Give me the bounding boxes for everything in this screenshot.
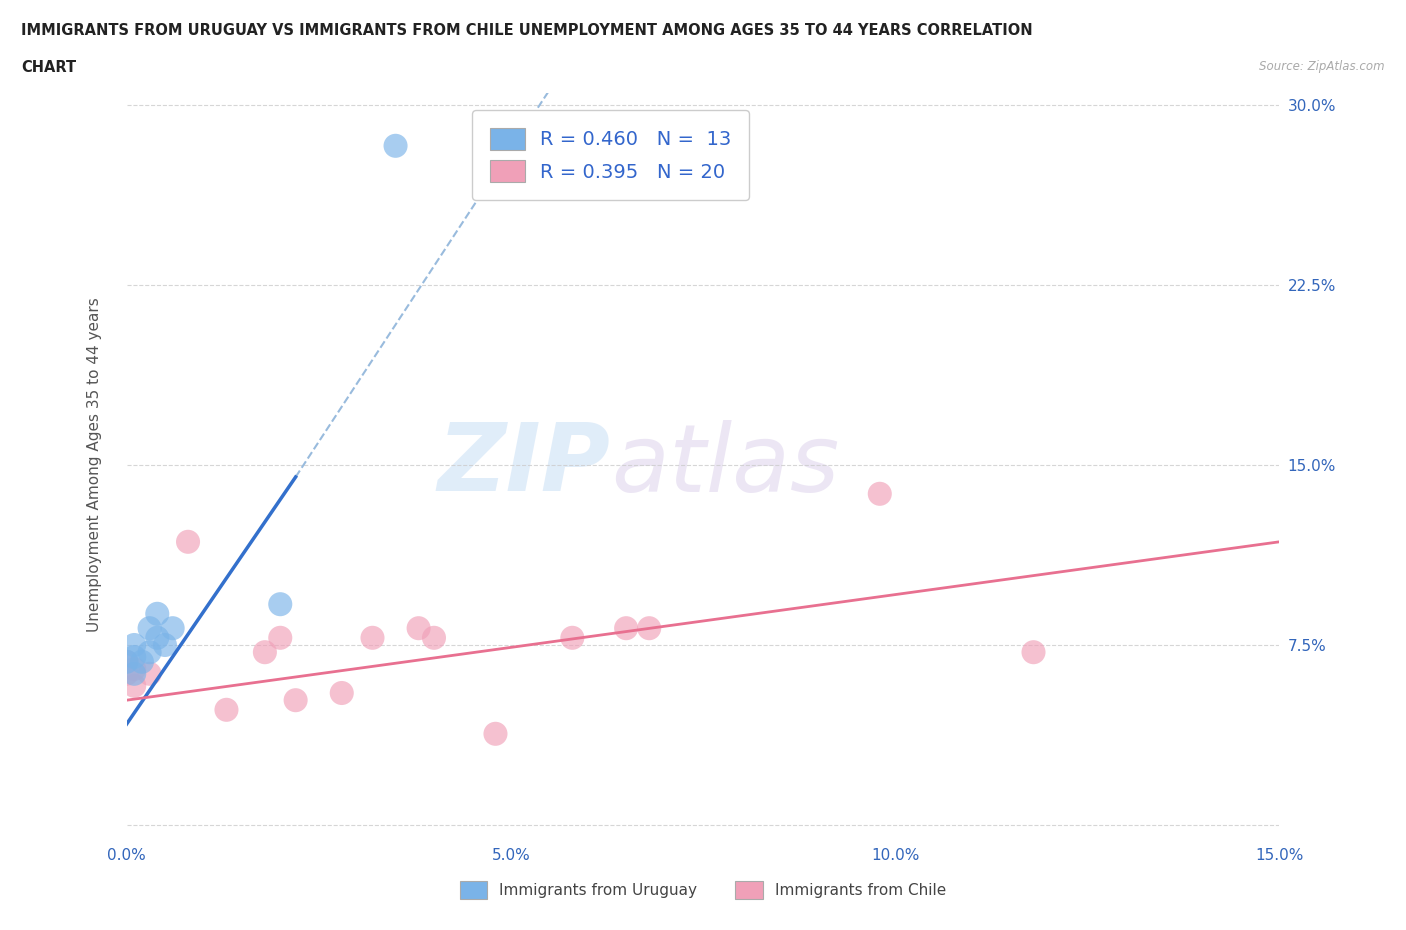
Point bbox=[122, 638, 145, 653]
Point bbox=[131, 655, 153, 670]
Point bbox=[115, 655, 138, 670]
Point bbox=[177, 535, 200, 550]
Point bbox=[614, 620, 637, 635]
Point bbox=[253, 644, 276, 659]
Text: atlas: atlas bbox=[610, 419, 839, 511]
Point bbox=[162, 620, 184, 635]
Point bbox=[153, 638, 176, 653]
Text: ZIP: ZIP bbox=[437, 419, 610, 511]
Point bbox=[269, 597, 291, 612]
Point bbox=[115, 667, 138, 682]
Point bbox=[561, 631, 583, 645]
Point bbox=[269, 631, 291, 645]
Text: CHART: CHART bbox=[21, 60, 76, 75]
Point bbox=[408, 620, 430, 635]
Point bbox=[122, 649, 145, 664]
Point bbox=[122, 678, 145, 693]
Point bbox=[869, 486, 891, 501]
Point bbox=[138, 667, 160, 682]
Point bbox=[330, 685, 353, 700]
Point bbox=[284, 693, 307, 708]
Point bbox=[638, 620, 661, 635]
Point bbox=[122, 661, 145, 676]
Text: IMMIGRANTS FROM URUGUAY VS IMMIGRANTS FROM CHILE UNEMPLOYMENT AMONG AGES 35 TO 4: IMMIGRANTS FROM URUGUAY VS IMMIGRANTS FR… bbox=[21, 23, 1033, 38]
Point bbox=[115, 655, 138, 670]
Point bbox=[423, 631, 446, 645]
Point bbox=[384, 139, 406, 153]
Point bbox=[138, 620, 160, 635]
Point bbox=[361, 631, 384, 645]
Point bbox=[146, 606, 169, 621]
Text: Source: ZipAtlas.com: Source: ZipAtlas.com bbox=[1260, 60, 1385, 73]
Point bbox=[484, 726, 506, 741]
Point bbox=[1022, 644, 1045, 659]
Legend: Immigrants from Uruguay, Immigrants from Chile: Immigrants from Uruguay, Immigrants from… bbox=[447, 870, 959, 911]
Y-axis label: Unemployment Among Ages 35 to 44 years: Unemployment Among Ages 35 to 44 years bbox=[87, 298, 101, 632]
Point bbox=[122, 667, 145, 682]
Point bbox=[215, 702, 238, 717]
Point bbox=[138, 644, 160, 659]
Point bbox=[146, 631, 169, 645]
